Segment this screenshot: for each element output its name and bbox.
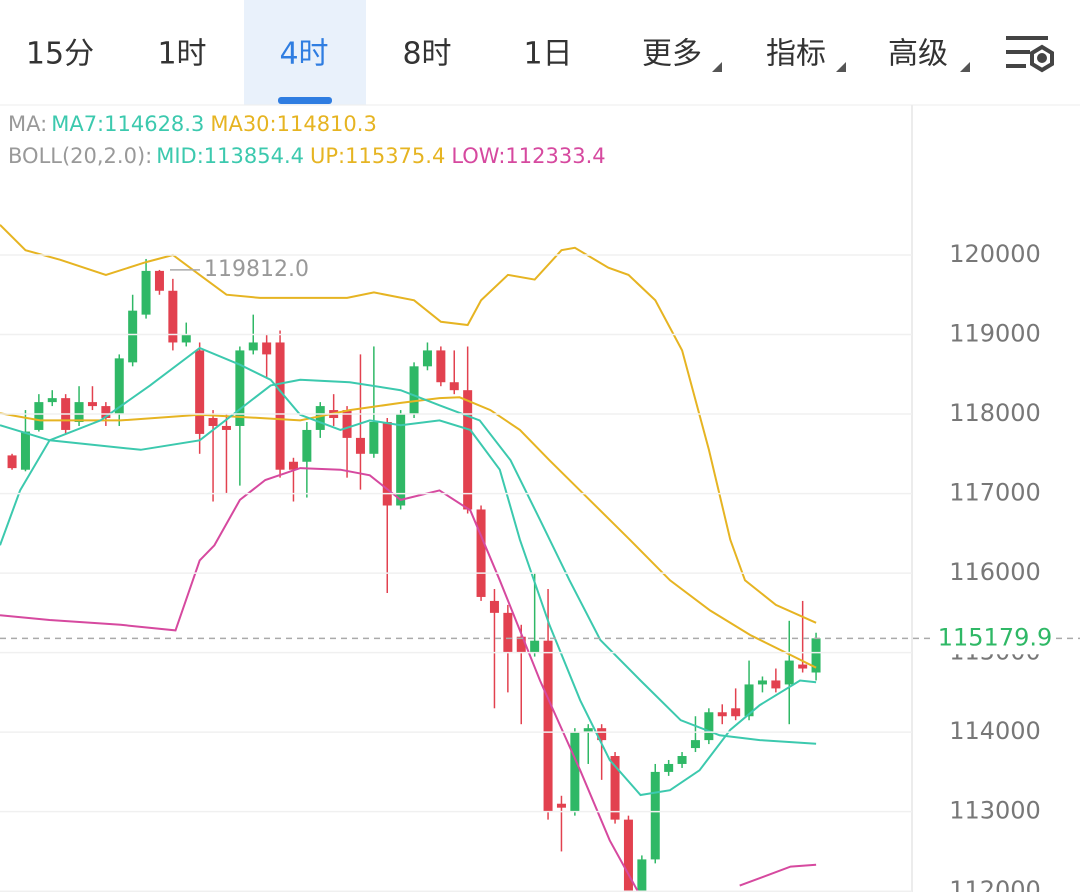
legend-label: MA: — [8, 112, 47, 136]
candle-body — [101, 406, 111, 419]
tab[interactable]: 1日 — [523, 37, 572, 72]
candle-body — [489, 600, 499, 613]
tab[interactable]: 高级 — [888, 37, 948, 72]
candle-body — [262, 342, 272, 355]
candle-body — [20, 431, 30, 470]
candle-body — [114, 358, 124, 415]
y-tick-label: 118000 — [949, 399, 1041, 427]
legend-entry: MA7:114628.3 — [51, 112, 204, 136]
candle-body — [195, 350, 205, 434]
tab-indicator — [278, 97, 332, 104]
dropdown-arrows — [712, 62, 970, 72]
candle-body — [610, 756, 620, 820]
candle-body — [154, 270, 164, 291]
candle-body — [181, 334, 191, 343]
indicator-line — [0, 346, 817, 797]
legend-label: BOLL(20,2.0): — [8, 144, 152, 168]
candle-body — [369, 421, 379, 454]
candle-body — [503, 612, 513, 653]
candle-body — [436, 350, 446, 383]
candle-body — [342, 410, 352, 438]
candle-body — [208, 418, 218, 426]
candle-body — [744, 684, 754, 717]
candle-body — [570, 732, 580, 812]
candle-body — [583, 728, 593, 733]
candle-body — [597, 728, 607, 741]
last-price-label: 115179.9 — [938, 623, 1053, 651]
candle-body — [637, 859, 647, 892]
candle-body — [530, 640, 540, 653]
candle-body — [74, 402, 84, 422]
candle-body — [731, 708, 741, 717]
plot-area — [0, 224, 821, 892]
legend-boll: BOLL(20,2.0): MID:113854.4 UP:115375.4 LOW:… — [8, 144, 606, 168]
candle-body — [275, 342, 285, 470]
candle-body — [221, 425, 231, 430]
indicator-line — [0, 396, 817, 669]
candle-body — [409, 366, 419, 415]
legend-entry: MA30:114810.3 — [210, 112, 376, 136]
candle-body — [128, 310, 138, 363]
candle-body — [288, 461, 298, 470]
y-tick-label: 120000 — [949, 240, 1041, 268]
candle-body — [141, 270, 151, 315]
max-marker-label: 119812.0 — [204, 257, 309, 282]
indicator-line — [0, 467, 817, 892]
y-tick-label: 113000 — [949, 797, 1041, 825]
candle-body — [717, 712, 727, 717]
candle-body — [449, 382, 459, 391]
candle-body — [302, 429, 312, 462]
tab[interactable]: 1时 — [157, 37, 206, 72]
candle-body — [690, 740, 700, 749]
legend-entry: MID:113854.4 — [156, 144, 304, 168]
candle-body — [422, 350, 432, 367]
indicator-line — [0, 378, 817, 745]
y-tick-label: 114000 — [949, 717, 1041, 745]
tab[interactable]: 更多 — [642, 37, 702, 72]
tab[interactable]: 4时 — [279, 37, 328, 72]
candle-body — [798, 664, 808, 669]
tab-selected-bg — [244, 0, 366, 105]
candle-body — [248, 342, 258, 351]
candle-body — [382, 421, 392, 506]
candle-body — [556, 803, 566, 808]
y-tick-label: 112000 — [949, 876, 1041, 892]
candle-body — [168, 290, 178, 343]
last-price-bg — [935, 622, 1055, 655]
legend-entry: UP:115375.4 — [310, 144, 445, 168]
candle-body — [757, 680, 767, 685]
candle-body — [476, 509, 486, 597]
candle-body — [87, 402, 97, 407]
candle-body — [34, 402, 44, 430]
candle-body — [396, 414, 406, 506]
candle-body — [235, 350, 245, 426]
tab[interactable]: 8时 — [402, 37, 451, 72]
settings-icon[interactable] — [1006, 36, 1054, 73]
candle-body — [811, 638, 821, 673]
y-tick-label: 119000 — [949, 320, 1041, 348]
candle-body — [771, 680, 781, 689]
y-tick-label: 116000 — [949, 558, 1041, 586]
legend-entry: LOW:112333.4 — [451, 144, 605, 168]
tab[interactable]: 指标 — [766, 37, 826, 72]
indicator-line — [0, 224, 817, 624]
tab[interactable]: 15分 — [26, 37, 94, 72]
candle-body — [704, 712, 714, 741]
candle-body — [7, 455, 17, 469]
candle-body — [355, 437, 365, 454]
y-tick-label: 117000 — [949, 479, 1041, 507]
candle-body — [677, 756, 687, 764]
candle-body — [650, 771, 660, 860]
candle-body — [543, 640, 553, 812]
candle-body — [47, 398, 57, 403]
legend-ma: MA: MA7:114628.3 MA30:114810.3 — [8, 112, 377, 136]
candle-body — [664, 763, 674, 772]
candle-body — [315, 406, 325, 430]
candle-body — [784, 660, 794, 685]
candle-body — [516, 636, 526, 653]
candle-body — [463, 390, 473, 510]
candle-body — [623, 819, 633, 892]
